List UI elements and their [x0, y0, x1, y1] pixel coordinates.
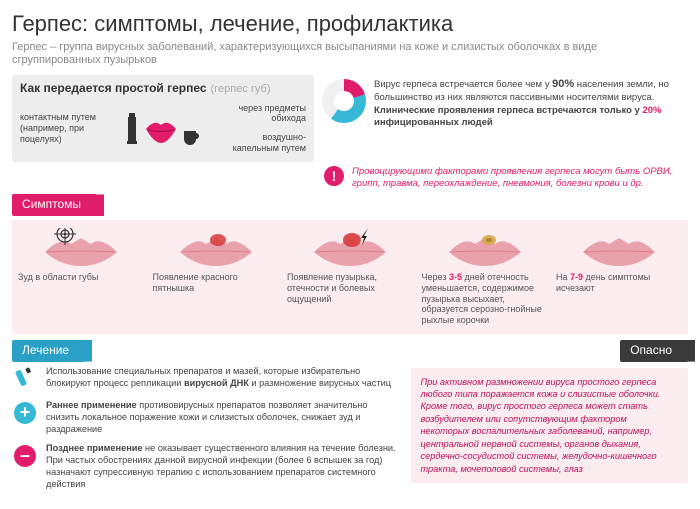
transmission-sub: (герпес губ): [211, 82, 271, 96]
transmission-box: Как передается простой герпес (герпес гу…: [12, 75, 314, 162]
pie-chart-icon: [322, 79, 366, 123]
symptom-text: Через 3-5 дней отечность уменьшается, со…: [422, 272, 548, 326]
minus-icon: –: [12, 443, 38, 469]
treatment-text: Раннее применение противовирусных препар…: [46, 400, 401, 436]
lip-icon: [174, 228, 258, 268]
symptom-text: Появление пузырька, отечности и болевых …: [287, 272, 413, 304]
alert-icon: !: [324, 166, 344, 186]
transmission-icons: [124, 111, 202, 145]
symptoms-strip: Зуд в области губы Появление красного пят…: [12, 220, 688, 334]
lip-icon: [39, 228, 123, 268]
symptom-item: Через 3-5 дней отечность уменьшается, со…: [422, 228, 548, 326]
plus-icon: +: [12, 400, 38, 426]
treatment-text: Позднее применение не оказывает существе…: [46, 443, 401, 491]
cup-icon: [182, 125, 202, 145]
page-subtitle: Герпес – группа вирусных заболеваний, ха…: [12, 41, 688, 67]
symptom-text: Появление красного пятнышка: [153, 272, 279, 294]
lip-icon: [308, 228, 392, 268]
danger-ribbon: Опасно: [620, 340, 688, 362]
symptom-text: На 7-9 день симптомы исчезают: [556, 272, 682, 294]
lip-icon: [577, 228, 661, 268]
symptom-item: Появление красного пятнышка: [153, 228, 279, 326]
lip-icon: [443, 228, 527, 268]
page-title: Герпес: симптомы, лечение, профилактика: [12, 10, 688, 39]
tube-icon: [12, 366, 38, 392]
danger-column: Опасно При активном размножении вируса п…: [411, 340, 689, 499]
symptom-text: Зуд в области губы: [18, 272, 144, 283]
symptom-item: Зуд в области губы: [18, 228, 144, 326]
stats-box: Вирус герпеса встречается более чем у 90…: [322, 75, 688, 162]
treatment-item: Использование специальных препаратов и м…: [12, 366, 401, 392]
symptom-item: Появление пузырька, отечности и болевых …: [287, 228, 413, 326]
transmission-col-1: контактным путем (например, при поцелуях…: [20, 112, 108, 144]
transmission-col-2: через предметы обихода воздушно-капельны…: [218, 103, 306, 154]
treatment-item: + Раннее применение противовирусных препа…: [12, 400, 401, 436]
alert-text: Провоцирующими факторами проявления герп…: [352, 166, 688, 191]
treatment-column: Лечение Использование специальных препар…: [12, 340, 401, 499]
alert-row: ! Провоцирующими факторами проявления ге…: [324, 166, 688, 191]
transmission-heading: Как передается простой герпес: [20, 81, 207, 97]
symptoms-ribbon: Симптомы: [12, 194, 97, 216]
symptom-item: На 7-9 день симптомы исчезают: [556, 228, 682, 326]
danger-box: При активном размножении вируса простого…: [411, 368, 689, 483]
treatment-ribbon: Лечение: [12, 340, 85, 362]
stats-text: Вирус герпеса встречается более чем у 90…: [374, 77, 688, 160]
treatment-text: Использование специальных препаратов и м…: [46, 366, 401, 392]
lips-icon: [144, 119, 178, 145]
treatment-item: –Позднее применение не оказывает существ…: [12, 443, 401, 491]
